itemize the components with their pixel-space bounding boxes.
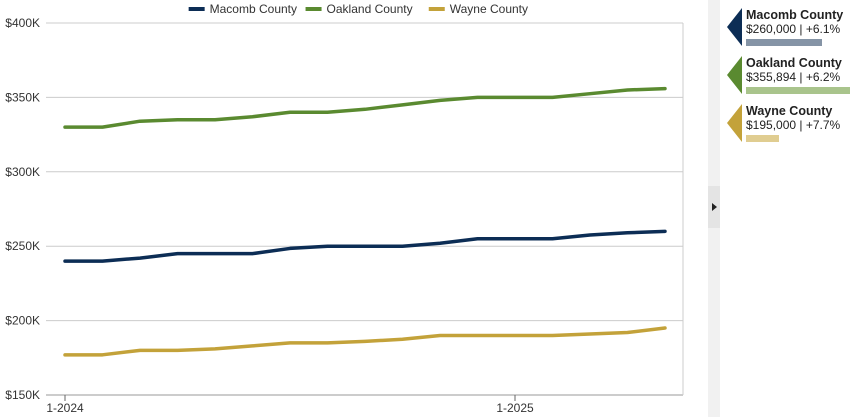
card-value-bar bbox=[746, 87, 850, 94]
y-tick-label: $200K bbox=[5, 314, 40, 328]
summary-card-wayne[interactable]: Wayne County $195,000 | +7.7% bbox=[727, 104, 852, 151]
card-county-name: Oakland County bbox=[746, 56, 842, 70]
card-value-text: $260,000 | +6.1% bbox=[746, 22, 841, 36]
card-value-bar bbox=[746, 135, 780, 142]
flag-icon bbox=[727, 8, 742, 46]
y-tick-label: $150K bbox=[5, 388, 40, 402]
card-value-bar bbox=[746, 39, 822, 46]
card-county-name: Wayne County bbox=[746, 104, 833, 118]
x-tick-label: 1-2024 bbox=[46, 401, 84, 415]
x-tick-label: 1-2025 bbox=[496, 401, 534, 415]
caret-right-icon bbox=[712, 203, 717, 211]
legend-label: Macomb County bbox=[210, 2, 297, 16]
summary-panel: Macomb County $260,000 | +6.1% Oakland C… bbox=[727, 8, 852, 152]
summary-card-oakland[interactable]: Oakland County $355,894 | +6.2% bbox=[727, 56, 852, 103]
series-line bbox=[63, 326, 667, 357]
legend-label: Wayne County bbox=[450, 2, 528, 16]
y-tick-label: $400K bbox=[5, 16, 40, 30]
series-line bbox=[63, 229, 667, 263]
panel-toggle-button[interactable] bbox=[708, 186, 720, 228]
y-tick-label: $250K bbox=[5, 239, 40, 253]
series-line bbox=[63, 86, 667, 129]
card-county-name: Macomb County bbox=[746, 8, 844, 22]
flag-icon bbox=[727, 56, 742, 94]
flag-icon bbox=[727, 104, 742, 142]
line-chart: $150K $200K $250K $300K $350K $400K 1-2024 1-20… bbox=[5, 2, 684, 415]
card-value-text: $195,000 | +7.7% bbox=[746, 118, 841, 132]
y-tick-label: $300K bbox=[5, 165, 40, 179]
card-value-text: $355,894 | +6.2% bbox=[746, 70, 841, 84]
legend-label: Oakland County bbox=[327, 2, 413, 16]
y-tick-label: $350K bbox=[5, 90, 40, 104]
summary-card-macomb[interactable]: Macomb County $260,000 | +6.1% bbox=[727, 8, 852, 55]
